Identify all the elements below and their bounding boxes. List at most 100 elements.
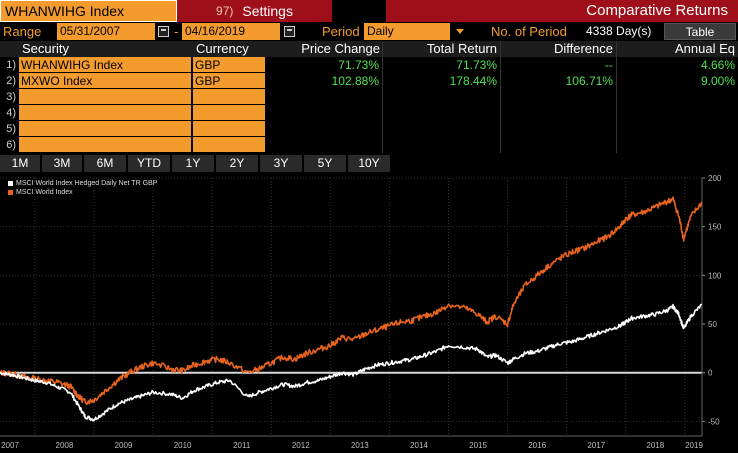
row-number: 2) [6,75,16,87]
price-change-cell: 71.73% [338,58,379,72]
currency-cell[interactable] [193,137,265,153]
y-tick-label: 150 [708,223,722,232]
col-currency: Currency [196,41,249,56]
period-1m-button[interactable]: 1M [0,155,40,172]
annual-eq-cell: 4.66% [700,58,735,72]
col-difference: Difference [553,41,613,56]
legend-item: MSCI World Index Hedged Daily Net TR GBP [8,179,157,188]
series-line-hedged [0,303,703,422]
table-row[interactable]: 3) [0,89,738,105]
x-tick-label: 2010 [174,441,192,450]
table-row[interactable]: 5) [0,121,738,137]
column-divider [382,41,383,153]
period-select[interactable]: Daily [364,23,450,40]
col-total-return: Total Return [426,41,497,56]
row-number: 4) [6,107,16,119]
x-tick-label: 2014 [410,441,428,450]
difference-cell: -- [605,58,613,72]
period-label: Period [322,24,360,39]
table-row[interactable]: 1) WHANWIHG Index GBP 71.73% 71.73% -- 4… [0,57,738,73]
period-1y-button[interactable]: 1Y [172,155,214,172]
period-6m-button[interactable]: 6M [84,155,126,172]
x-tick-label: 2019 [685,441,703,450]
x-tick-label: 2007 [1,441,19,450]
table-header: Security Currency Price Change Total Ret… [0,41,738,57]
period-2y-button[interactable]: 2Y [216,155,258,172]
column-divider [616,41,617,153]
app-title: Comparative Returns [386,0,738,22]
settings-number: 97) [216,4,234,18]
calendar-icon[interactable] [158,26,169,37]
x-tick-label: 2013 [351,441,369,450]
y-tick-label: 0 [708,369,713,378]
chart-legend: MSCI World Index Hedged Daily Net TR GBP… [8,179,157,197]
period-3m-button[interactable]: 3M [42,155,82,172]
column-divider [500,41,501,153]
settings-label: Settings [242,3,293,19]
period-ytd-button[interactable]: YTD [128,155,170,172]
security-cell[interactable]: WHANWIHG Index [19,57,191,73]
settings-button[interactable]: 97) Settings [177,0,332,22]
difference-cell: 106.71% [565,74,613,88]
date-separator: - [174,24,179,39]
annual-eq-cell: 9.00% [700,74,735,88]
period-buttons: 1M 3M 6M YTD 1Y 2Y 3Y 5Y 10Y [0,155,390,172]
y-tick-label: 100 [708,271,722,280]
x-tick-label: 2015 [469,441,487,450]
table-row[interactable]: 4) [0,105,738,121]
x-tick-label: 2008 [56,441,74,450]
range-label: Range [3,24,42,39]
y-tick-label: 50 [708,320,717,329]
col-annual-eq: Annual Eq [675,41,735,56]
total-return-cell: 71.73% [456,58,497,72]
row-number: 6) [6,139,16,151]
nop-value: 4338 Day(s) [586,24,652,38]
x-tick-label: 2017 [587,441,605,450]
x-tick-label: 2012 [292,441,310,450]
currency-cell[interactable] [193,89,265,105]
table-row[interactable]: 6) [0,137,738,153]
row-number: 3) [6,91,16,103]
table-row[interactable]: 2) MXWO Index GBP 102.88% 178.44% 106.71… [0,73,738,89]
period-10y-button[interactable]: 10Y [348,155,390,172]
y-tick-label: 200 [708,174,722,183]
period-3y-button[interactable]: 3Y [260,155,302,172]
end-date-field[interactable]: 04/16/2019 [182,23,280,40]
ticker-field[interactable]: WHANWIHG Index [0,0,177,22]
row-number: 1) [6,59,16,71]
period-5y-button[interactable]: 5Y [304,155,346,172]
security-cell[interactable] [19,105,191,121]
chevron-down-icon[interactable] [454,23,465,40]
legend-swatch-orange [8,189,13,195]
nop-label: No. of Period [491,24,567,39]
calendar-icon[interactable] [284,26,295,37]
security-cell[interactable] [19,89,191,105]
col-security: Security [22,41,69,56]
y-tick-label: -50 [708,417,720,426]
title-spacer [332,0,386,22]
legend-label: MSCI World Index [16,189,73,196]
start-date-field[interactable]: 05/31/2007 [57,23,155,40]
x-tick-label: 2011 [233,441,251,450]
x-tick-label: 2016 [528,441,546,450]
col-price-change: Price Change [301,41,380,56]
security-cell[interactable] [19,121,191,137]
title-bar: WHANWIHG Index 97) Settings Comparative … [0,0,738,22]
x-tick-label: 2018 [646,441,664,450]
total-return-cell: 178.44% [449,74,497,88]
legend-swatch-white [8,180,13,186]
price-change-cell: 102.88% [331,74,379,88]
table-button[interactable]: Table [664,23,736,40]
returns-chart[interactable]: 200 150 100 50 0 -50 2007 2008 2009 2010 2011 2012 2… [0,174,738,453]
currency-cell[interactable]: GBP [193,73,265,89]
series-line-msci-world [0,196,703,406]
currency-cell[interactable] [193,121,265,137]
legend-label: MSCI World Index Hedged Daily Net TR GBP [16,180,158,187]
currency-cell[interactable]: GBP [193,57,265,73]
row-number: 5) [6,123,16,135]
chart-svg: 200 150 100 50 0 -50 2007 2008 2009 2010 2011 2012 2… [0,174,722,450]
security-cell[interactable] [19,137,191,153]
security-cell[interactable]: MXWO Index [19,73,191,89]
range-controls: Range 05/31/2007 - 04/16/2019 Period Dai… [0,23,738,40]
currency-cell[interactable] [193,105,265,121]
